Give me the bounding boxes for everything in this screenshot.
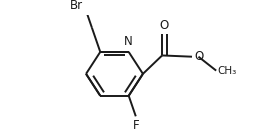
Text: CH₃: CH₃ <box>217 66 237 76</box>
Text: O: O <box>160 18 169 31</box>
Text: O: O <box>194 50 203 63</box>
Text: N: N <box>124 35 133 48</box>
Text: Br: Br <box>70 0 83 13</box>
Text: F: F <box>133 119 139 132</box>
